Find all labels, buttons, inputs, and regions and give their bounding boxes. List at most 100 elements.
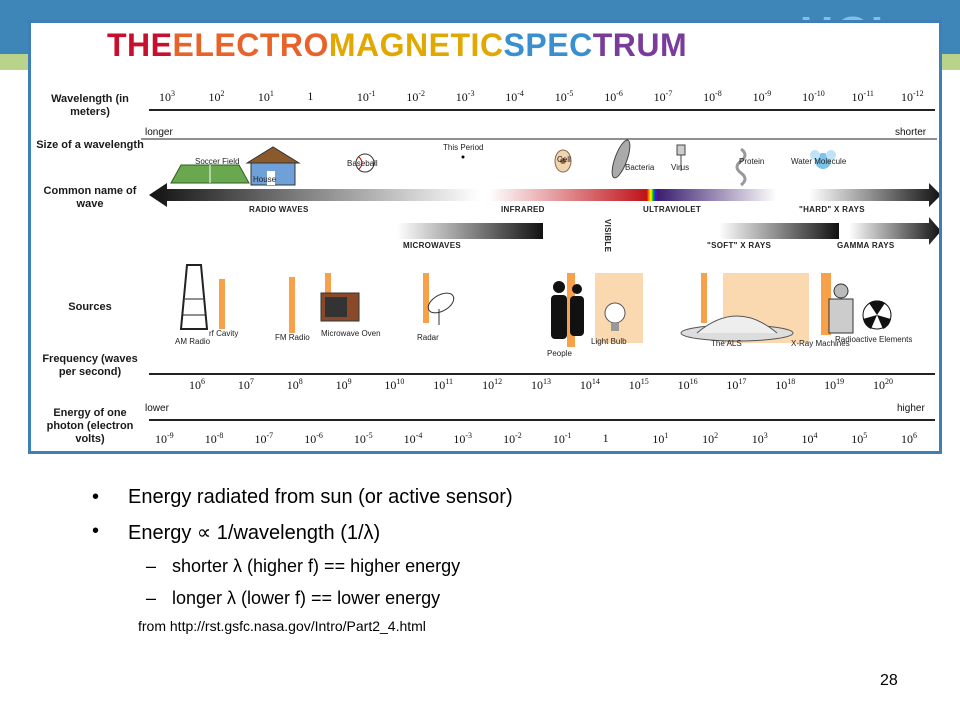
tick-base: 10 <box>726 378 739 392</box>
scale-tick-label: 1010 <box>384 377 404 393</box>
row-label-common-name: Common name of wave <box>43 185 137 210</box>
band-label-hard-xrays: "HARD" X RAYS <box>799 205 865 214</box>
tick-exponent: 12 <box>494 377 503 386</box>
synchrotron-icon <box>680 315 794 342</box>
tick-exponent: -10 <box>814 89 825 98</box>
tick-base: 10 <box>208 90 221 104</box>
tick-base: 10 <box>257 90 270 104</box>
tick-base: 10 <box>552 432 565 446</box>
band-label-microwaves: MICROWAVES <box>403 241 461 250</box>
water-molecule-icon <box>810 150 836 169</box>
tick-base: 10 <box>824 378 837 392</box>
scale-tick-label: 10-2 <box>406 89 425 105</box>
scale-tick-label: 1018 <box>775 377 795 393</box>
scale-tick-label: 103 <box>159 89 175 105</box>
tick-base: 10 <box>579 378 592 392</box>
scale-tick-label: 1013 <box>531 377 551 393</box>
scale-tick-label: 105 <box>851 431 867 447</box>
radio-band <box>149 183 479 207</box>
tick-base: 10 <box>531 378 543 392</box>
scale-tick-label: 1019 <box>824 377 844 393</box>
scale-tick-label: 10-8 <box>205 431 224 447</box>
tick-base: 10 <box>353 432 366 446</box>
radar-dish-icon <box>427 292 455 325</box>
period-icon <box>461 155 465 159</box>
tick-exponent: 7 <box>249 377 254 386</box>
wavelength-scale-line <box>149 109 935 111</box>
spectrum-bands <box>149 183 939 245</box>
size-object-label: Protein <box>739 157 765 166</box>
source-label: rf Cavity <box>209 329 239 338</box>
source-label: The ALS <box>711 339 742 348</box>
row-label-wavelength: Wavelength (in meters) <box>51 93 129 118</box>
gamma-band <box>849 217 939 245</box>
virus-icon <box>676 144 686 171</box>
band-label-gamma: GAMMA RAYS <box>837 241 895 250</box>
tick-exponent: -7 <box>266 431 274 440</box>
tick-base: 10 <box>304 432 317 446</box>
tick-base: 10 <box>384 378 397 392</box>
tick-exponent: 1 <box>664 431 669 440</box>
scale-tick-label: 1014 <box>580 377 600 393</box>
tick-exponent: 6 <box>201 377 205 386</box>
tick-exponent: -11 <box>863 89 874 98</box>
tick-exponent: -4 <box>517 89 524 98</box>
tick-base: 10 <box>851 432 864 446</box>
size-illustrations <box>141 138 937 187</box>
tick-exponent: -1 <box>564 431 572 440</box>
microwave-band <box>397 223 543 239</box>
scale-tick-label: 10-3 <box>456 89 475 105</box>
band-label-infrared: INFRARED <box>501 205 545 214</box>
tick-base: 10 <box>505 90 518 104</box>
scale-tick-label: 1 <box>603 431 609 446</box>
size-object-label: Soccer Field <box>195 157 240 166</box>
scale-tick-label: 10-6 <box>304 431 323 447</box>
tick-exponent: -9 <box>167 431 174 440</box>
band-label-ultraviolet: ULTRAVIOLET <box>643 205 702 214</box>
tick-base: 10 <box>775 378 788 392</box>
size-shorter-label: shorter <box>895 127 927 138</box>
scale-tick-label: 10-2 <box>503 431 522 447</box>
tick-base: 10 <box>652 432 665 446</box>
tick-exponent: 14 <box>591 377 600 386</box>
soft-xray-band <box>719 223 839 239</box>
scale-tick-label: 109 <box>336 377 352 393</box>
size-object-label: House <box>253 175 277 184</box>
tick-exponent: -2 <box>515 431 522 440</box>
scale-tick-label: 10-5 <box>555 89 574 105</box>
scale-tick-label: 10-9 <box>155 431 174 447</box>
frequency-scale-line <box>149 373 935 375</box>
size-longer-label: longer <box>145 127 173 138</box>
tick-exponent: -4 <box>415 431 423 440</box>
scale-tick-label: 102 <box>208 89 224 105</box>
source-label: People <box>547 349 572 358</box>
ultraviolet-band <box>657 189 777 201</box>
tick-base: 10 <box>335 378 348 392</box>
scale-tick-label: 10-6 <box>604 89 623 105</box>
cell-icon <box>554 149 572 173</box>
title-word: MAGNETIC <box>328 27 504 63</box>
title-word: SPEC <box>503 27 593 63</box>
tick-base: 10 <box>286 378 299 392</box>
scale-tick-label: 10-12 <box>901 89 924 105</box>
source-label: Radioactive Elements <box>835 335 913 344</box>
row-label-frequency: Frequency (waves per second) <box>42 353 138 378</box>
band-label-radio: RADIO WAVES <box>249 205 309 214</box>
tick-exponent: 4 <box>813 431 818 440</box>
energy-lower-label: lower <box>145 403 169 414</box>
scale-tick-label: 10-1 <box>553 431 572 447</box>
tick-exponent: 16 <box>689 377 698 386</box>
scale-tick-label: 1011 <box>433 377 453 393</box>
tick-exponent: 15 <box>640 377 649 386</box>
source-label: FM Radio <box>275 333 310 342</box>
tick-exponent: 10 <box>396 377 405 386</box>
size-object-label: Baseball <box>347 159 378 168</box>
bullet-marker: • <box>92 486 100 508</box>
tick-base: 10 <box>801 432 814 446</box>
tick-base: 10 <box>604 90 617 104</box>
baseball-icon <box>355 153 375 173</box>
tick-base: 10 <box>455 90 468 104</box>
scale-tick-label: 1017 <box>726 377 746 393</box>
tick-base: 10 <box>901 90 913 104</box>
tick-base: 10 <box>204 432 217 446</box>
